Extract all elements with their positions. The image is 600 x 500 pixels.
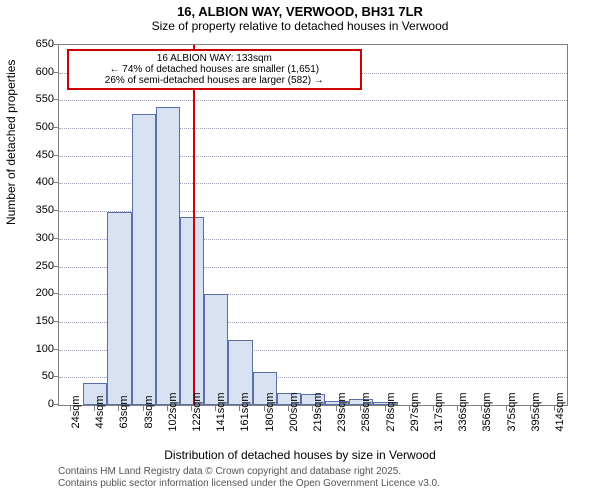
x-tick-label: 395sqm: [530, 392, 542, 431]
y-tick-mark: [53, 127, 58, 128]
histogram-bar: [180, 217, 204, 405]
y-tick-label: 350: [14, 204, 54, 216]
y-tick-mark: [53, 99, 58, 100]
y-tick-mark: [53, 44, 58, 45]
chart-title-block: 16, ALBION WAY, VERWOOD, BH31 7LR Size o…: [0, 0, 600, 33]
chart-title-main: 16, ALBION WAY, VERWOOD, BH31 7LR: [0, 4, 600, 19]
x-tick-label: 336sqm: [457, 392, 469, 431]
annotation-title: 16 ALBION WAY: 133sqm: [73, 53, 356, 64]
histogram-bar: [132, 114, 156, 405]
x-tick-label: 161sqm: [239, 392, 251, 431]
footer-line-2: Contains public sector information licen…: [58, 478, 440, 490]
y-tick-label: 450: [14, 149, 54, 161]
x-tick-mark: [288, 406, 289, 411]
y-tick-label: 150: [14, 315, 54, 327]
x-tick-label: 141sqm: [215, 392, 227, 431]
y-tick-label: 500: [14, 121, 54, 133]
y-tick-label: 600: [14, 66, 54, 78]
x-tick-label: 375sqm: [506, 392, 518, 431]
x-tick-label: 297sqm: [409, 392, 421, 431]
marker-line: [193, 45, 195, 405]
x-tick-mark: [191, 406, 192, 411]
x-axis-label: Distribution of detached houses by size …: [0, 448, 600, 462]
chart-title-sub: Size of property relative to detached ho…: [0, 19, 600, 33]
x-tick-label: 414sqm: [554, 392, 566, 431]
y-tick-mark: [53, 72, 58, 73]
chart-footer: Contains HM Land Registry data © Crown c…: [58, 466, 440, 490]
y-tick-label: 400: [14, 176, 54, 188]
y-tick-mark: [53, 376, 58, 377]
x-tick-mark: [457, 406, 458, 411]
x-tick-mark: [481, 406, 482, 411]
x-tick-label: 356sqm: [481, 392, 493, 431]
x-tick-mark: [312, 406, 313, 411]
x-tick-mark: [530, 406, 531, 411]
x-tick-mark: [336, 406, 337, 411]
y-tick-mark: [53, 238, 58, 239]
x-tick-mark: [143, 406, 144, 411]
x-tick-label: 44sqm: [94, 395, 106, 428]
x-tick-mark: [385, 406, 386, 411]
x-tick-mark: [167, 406, 168, 411]
y-tick-mark: [53, 349, 58, 350]
annotation-box: 16 ALBION WAY: 133sqm← 74% of detached h…: [67, 49, 362, 90]
x-tick-mark: [239, 406, 240, 411]
annotation-line-2: 26% of semi-detached houses are larger (…: [73, 75, 356, 86]
x-tick-label: 317sqm: [433, 392, 445, 431]
y-tick-label: 100: [14, 343, 54, 355]
x-tick-mark: [264, 406, 265, 411]
y-tick-mark: [53, 155, 58, 156]
x-tick-mark: [409, 406, 410, 411]
y-tick-label: 0: [14, 398, 54, 410]
y-tick-mark: [53, 266, 58, 267]
x-tick-mark: [506, 406, 507, 411]
y-tick-mark: [53, 182, 58, 183]
y-axis-label: Number of detached properties: [4, 60, 18, 225]
y-tick-label: 200: [14, 287, 54, 299]
x-tick-mark: [433, 406, 434, 411]
x-tick-mark: [215, 406, 216, 411]
chart-plot-area: 16 ALBION WAY: 133sqm← 74% of detached h…: [58, 44, 568, 406]
x-tick-label: 24sqm: [70, 395, 82, 428]
x-tick-label: 122sqm: [191, 392, 203, 431]
x-tick-label: 239sqm: [336, 392, 348, 431]
histogram-bar: [156, 107, 180, 405]
y-tick-label: 300: [14, 232, 54, 244]
x-tick-label: 219sqm: [312, 392, 324, 431]
x-tick-label: 180sqm: [264, 392, 276, 431]
x-tick-label: 102sqm: [167, 392, 179, 431]
x-tick-mark: [554, 406, 555, 411]
histogram-bar: [107, 212, 131, 405]
x-tick-label: 200sqm: [288, 392, 300, 431]
x-tick-label: 278sqm: [385, 392, 397, 431]
histogram-bar: [204, 294, 228, 405]
y-tick-mark: [53, 210, 58, 211]
footer-line-1: Contains HM Land Registry data © Crown c…: [58, 466, 440, 478]
y-tick-label: 650: [14, 38, 54, 50]
y-tick-mark: [53, 404, 58, 405]
y-tick-mark: [53, 321, 58, 322]
grid-line: [59, 100, 567, 101]
x-tick-label: 258sqm: [360, 392, 372, 431]
y-tick-label: 550: [14, 93, 54, 105]
y-tick-label: 250: [14, 260, 54, 272]
x-tick-mark: [360, 406, 361, 411]
x-tick-mark: [94, 406, 95, 411]
y-tick-mark: [53, 293, 58, 294]
y-tick-label: 50: [14, 370, 54, 382]
x-tick-label: 83sqm: [143, 395, 155, 428]
x-tick-label: 63sqm: [118, 395, 130, 428]
annotation-line-1: ← 74% of detached houses are smaller (1,…: [73, 64, 356, 75]
x-tick-mark: [118, 406, 119, 411]
x-tick-mark: [70, 406, 71, 411]
